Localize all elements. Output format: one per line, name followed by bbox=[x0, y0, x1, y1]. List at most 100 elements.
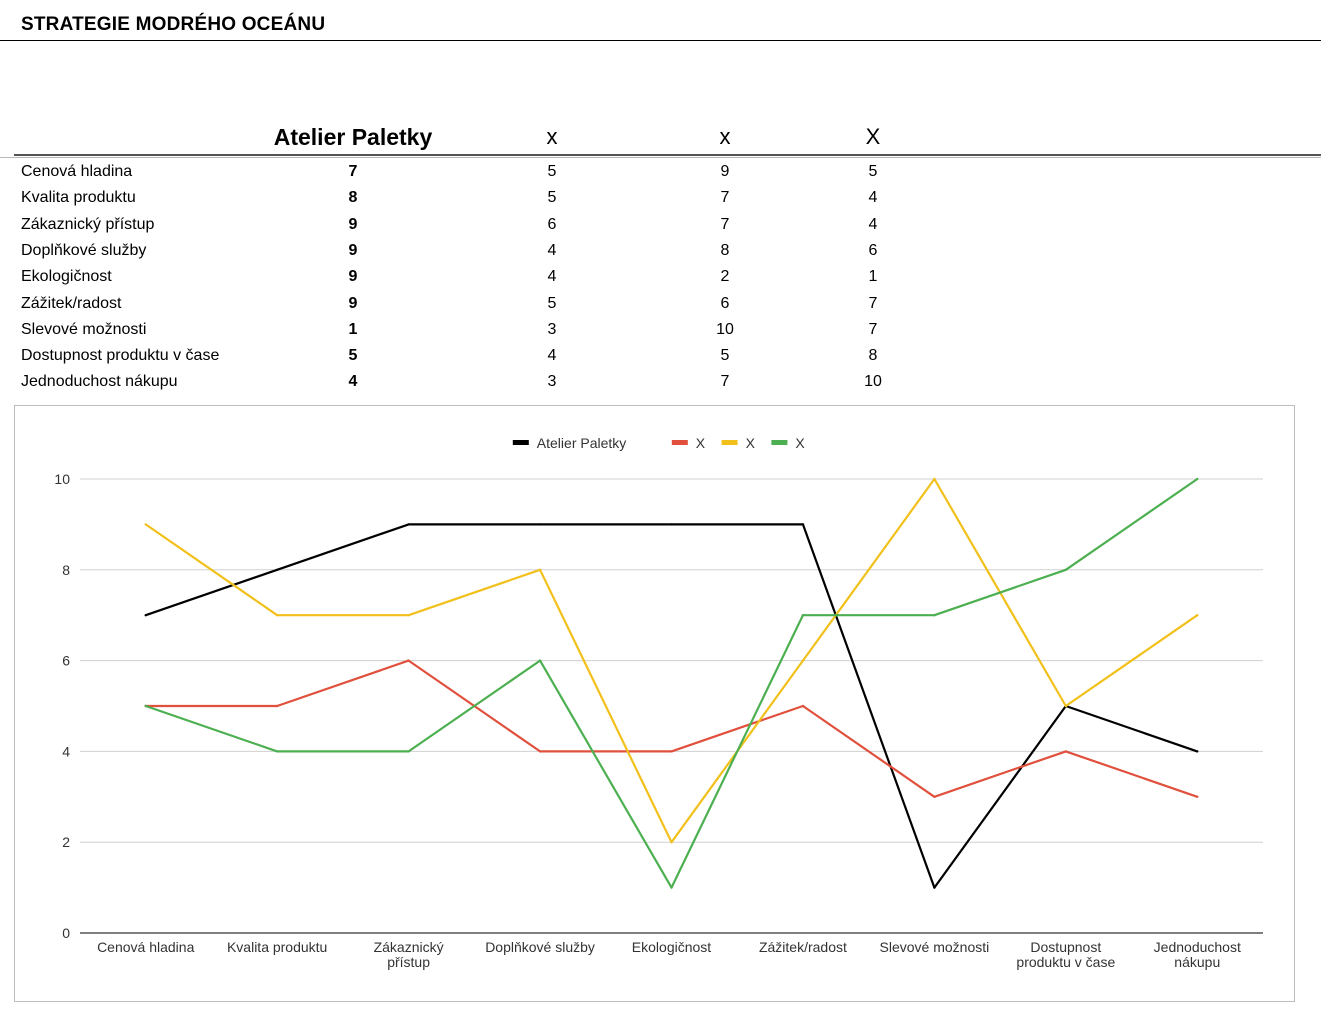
cell-value: 7 bbox=[720, 189, 730, 207]
data-point bbox=[801, 704, 805, 708]
data-point bbox=[670, 886, 673, 889]
cell-value: 4 bbox=[348, 373, 358, 391]
title-divider bbox=[0, 40, 1321, 41]
data-point bbox=[144, 523, 147, 526]
cell-value: 7 bbox=[868, 294, 878, 312]
legend-label: X bbox=[696, 435, 706, 451]
table-row: Cenová hladina 7 5 9 5 bbox=[0, 160, 1321, 186]
table-row: Doplňkové služby 9 4 8 6 bbox=[0, 239, 1321, 265]
data-point bbox=[538, 568, 542, 571]
series-line bbox=[145, 478, 1198, 889]
data-point bbox=[407, 614, 410, 617]
data-point bbox=[801, 523, 805, 526]
data-point bbox=[1196, 750, 1199, 753]
data-point bbox=[670, 841, 673, 844]
data-point bbox=[1064, 568, 1068, 571]
y-tick-label: 8 bbox=[62, 562, 70, 578]
y-tick-label: 2 bbox=[62, 834, 70, 850]
data-point bbox=[933, 614, 936, 617]
legend-swatch bbox=[671, 440, 688, 445]
column-header-competitor-2: x bbox=[719, 124, 731, 149]
cell-value: 6 bbox=[868, 241, 878, 259]
y-tick-label: 10 bbox=[54, 471, 70, 487]
table-row: Zákaznický přístup 9 6 7 4 bbox=[0, 213, 1321, 239]
data-point bbox=[933, 477, 936, 481]
cell-value: 5 bbox=[720, 347, 730, 365]
legend-swatch bbox=[721, 440, 738, 445]
data-point bbox=[1196, 614, 1199, 617]
page-title: STRATEGIE MODRÉHO OCEÁNU bbox=[21, 14, 326, 35]
chart-container: 0 2 4 6 8 10 Cenová hladina Kvalita produktu Zák… bbox=[14, 405, 1295, 1002]
row-label: Zákaznický přístup bbox=[21, 215, 155, 233]
header-divider bbox=[14, 154, 1321, 156]
table-row: Zážitek/radost 9 5 6 7 bbox=[0, 292, 1321, 318]
data-point bbox=[801, 614, 805, 617]
data-point bbox=[1064, 750, 1068, 753]
cell-value: 6 bbox=[720, 294, 730, 312]
cell-value: 8 bbox=[720, 241, 730, 259]
cell-value: 4 bbox=[547, 268, 557, 286]
row-label: Doplňkové služby bbox=[21, 241, 147, 259]
column-header-competitor-1: x bbox=[546, 124, 558, 149]
cell-value: 1 bbox=[868, 268, 878, 286]
cell-value: 10 bbox=[716, 320, 734, 338]
cell-value: 9 bbox=[348, 268, 358, 286]
table-row: Ekologičnost 9 4 2 1 bbox=[0, 265, 1321, 291]
data-point bbox=[933, 886, 936, 889]
line-chart: 0 2 4 6 8 10 Cenová hladina Kvalita produktu Zák… bbox=[54, 435, 1263, 970]
x-tick-label: Doplňkové služby bbox=[485, 939, 595, 955]
column-header-competitor-3: X bbox=[865, 124, 881, 149]
data-point bbox=[538, 659, 542, 662]
data-point bbox=[275, 614, 279, 617]
cell-value: 6 bbox=[547, 215, 557, 233]
cell-value: 3 bbox=[547, 373, 557, 391]
data-point bbox=[670, 750, 673, 753]
x-tick-label: Slevové možnosti bbox=[880, 939, 990, 955]
cell-value: 5 bbox=[868, 163, 878, 180]
row-label: Kvalita produktu bbox=[21, 189, 136, 207]
cell-value: 4 bbox=[547, 347, 557, 365]
x-tick-label: Ekologičnost bbox=[632, 939, 711, 955]
data-point bbox=[801, 659, 805, 662]
cell-value: 9 bbox=[720, 163, 730, 180]
cell-value: 2 bbox=[720, 268, 730, 286]
cell-value: 10 bbox=[864, 373, 882, 391]
legend-label: X bbox=[746, 435, 756, 451]
cell-value: 9 bbox=[348, 215, 358, 233]
data-point bbox=[1196, 477, 1199, 481]
cell-value: 9 bbox=[348, 294, 358, 312]
cell-value: 7 bbox=[868, 320, 878, 338]
data-point bbox=[144, 704, 147, 708]
cell-value: 8 bbox=[348, 189, 358, 207]
data-point bbox=[933, 795, 936, 798]
row-label: Slevové možnosti bbox=[21, 320, 147, 338]
cell-value: 5 bbox=[348, 347, 358, 365]
data-point bbox=[407, 523, 410, 526]
x-tick-label: přístup bbox=[387, 954, 430, 970]
data-point bbox=[275, 568, 279, 571]
data-point bbox=[407, 659, 410, 662]
row-label: Dostupnost produktu v čase bbox=[21, 347, 220, 365]
x-tick-label: Dostupnost bbox=[1030, 939, 1101, 955]
x-tick-label: nákupu bbox=[1174, 954, 1220, 970]
column-header-atelier-paletky: Atelier Paletky bbox=[273, 124, 433, 150]
cell-value: 7 bbox=[348, 163, 358, 180]
row-label: Ekologičnost bbox=[21, 268, 112, 286]
y-tick-label: 4 bbox=[62, 743, 70, 759]
table-row: Dostupnost produktu v čase 5 4 5 8 bbox=[0, 344, 1321, 370]
legend-swatch bbox=[771, 440, 788, 445]
cell-value: 3 bbox=[547, 320, 557, 338]
x-tick-label: Zážitek/radost bbox=[759, 939, 847, 955]
y-tick-label: 0 bbox=[62, 925, 70, 941]
legend-label: Atelier Paletky bbox=[537, 435, 626, 451]
series-line bbox=[145, 659, 1198, 798]
cell-value: 9 bbox=[348, 241, 358, 259]
cell-value: 1 bbox=[348, 320, 358, 338]
data-point bbox=[538, 523, 542, 526]
x-tick-label: Jednoduchost bbox=[1154, 939, 1241, 955]
row-label: Zážitek/radost bbox=[21, 294, 122, 312]
data-point bbox=[275, 704, 279, 708]
cell-value: 8 bbox=[868, 347, 878, 365]
table-row: Kvalita produktu 8 5 7 4 bbox=[0, 186, 1321, 212]
cell-value: 4 bbox=[868, 189, 878, 207]
